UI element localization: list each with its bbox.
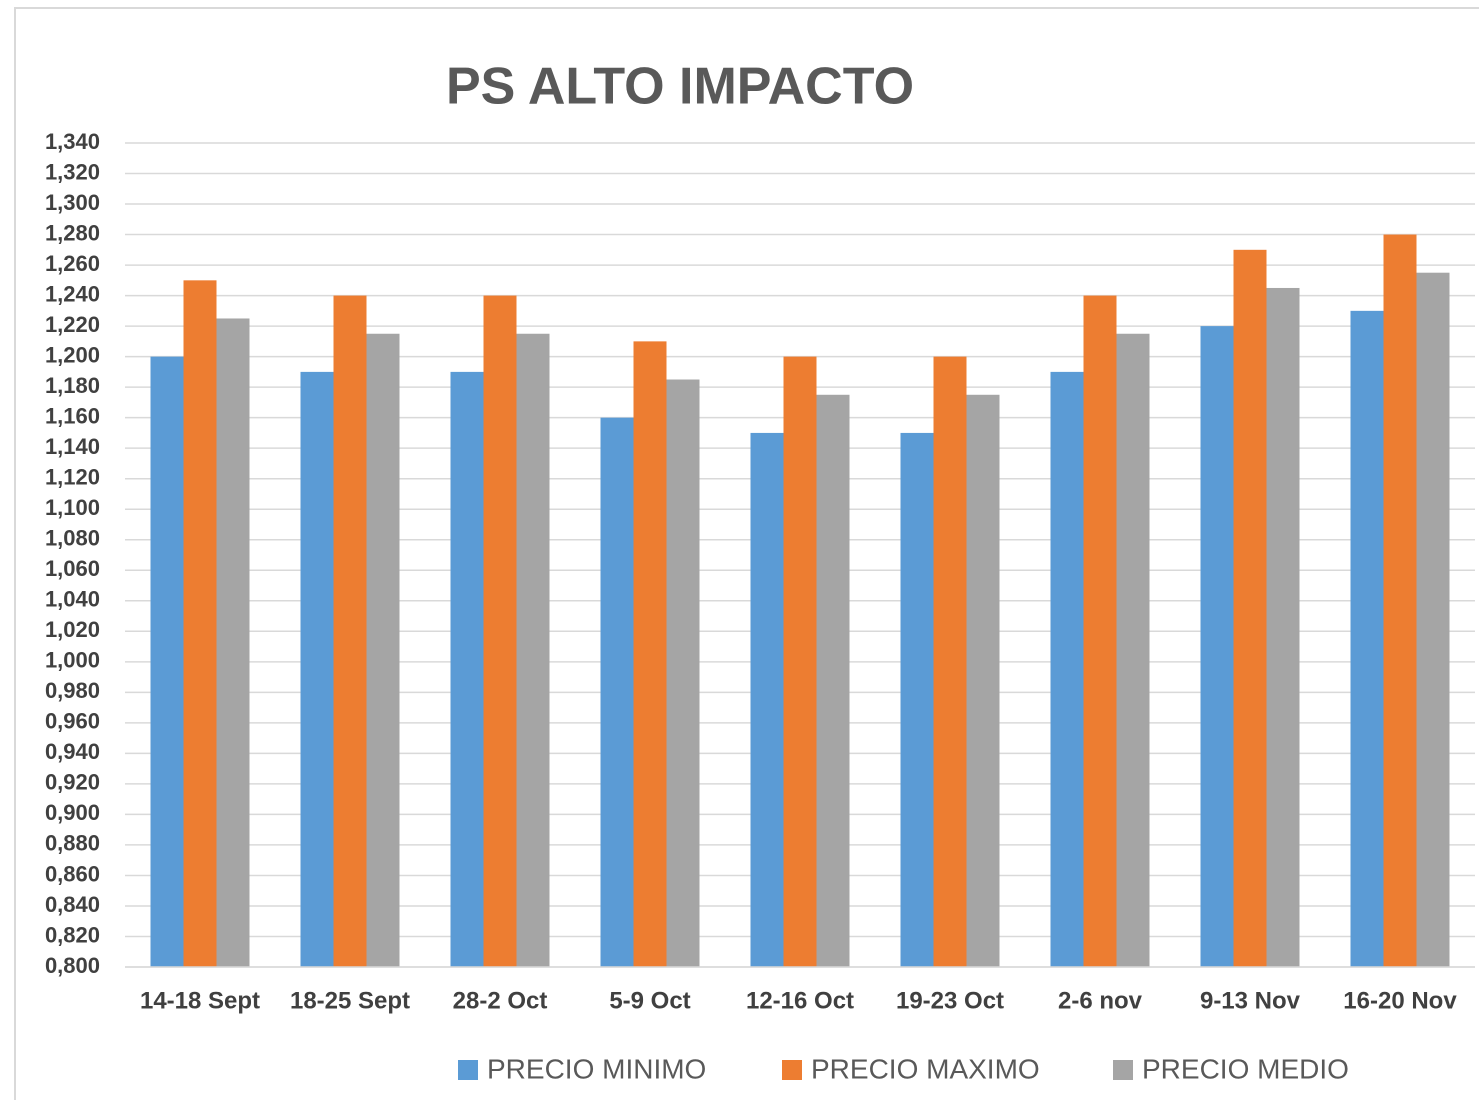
bar — [816, 394, 850, 967]
bar — [666, 379, 700, 967]
bar — [966, 394, 1000, 967]
bar — [183, 280, 217, 967]
y-tick-label: 1,340 — [45, 129, 100, 154]
bar — [216, 318, 250, 968]
bar — [900, 432, 934, 968]
y-tick-label: 1,280 — [45, 220, 100, 245]
bar — [516, 333, 550, 968]
bar — [633, 341, 667, 967]
y-tick-label: 1,200 — [45, 342, 100, 367]
bar — [1116, 333, 1150, 968]
legend-swatch — [1113, 1060, 1133, 1080]
bar — [783, 356, 817, 967]
y-tick-label: 0,800 — [45, 953, 100, 978]
y-tick-label: 0,900 — [45, 800, 100, 825]
y-tick-label: 1,260 — [45, 251, 100, 276]
chart-title: PS ALTO IMPACTO — [446, 58, 914, 116]
bar — [1383, 234, 1417, 968]
x-tick-label: 18-25 Sept — [290, 987, 410, 1014]
y-tick-label: 1,000 — [45, 648, 100, 673]
bar — [483, 295, 517, 967]
y-tick-label: 1,220 — [45, 312, 100, 337]
legend-label: PRECIO MINIMO — [487, 1053, 706, 1084]
bar — [933, 356, 967, 967]
bar — [600, 417, 634, 968]
y-tick-label: 0,880 — [45, 831, 100, 856]
bar — [300, 371, 334, 967]
y-tick-label: 1,120 — [45, 465, 100, 490]
bar — [450, 371, 484, 967]
legend-label: PRECIO MEDIO — [1142, 1053, 1349, 1084]
legend-swatch — [458, 1060, 478, 1080]
y-tick-label: 1,060 — [45, 556, 100, 581]
x-tick-label: 28-2 Oct — [453, 987, 548, 1014]
x-tick-label: 5-9 Oct — [609, 987, 690, 1014]
y-tick-label: 1,300 — [45, 190, 100, 215]
bar — [366, 333, 400, 968]
y-tick-label: 1,100 — [45, 495, 100, 520]
bar — [1083, 295, 1117, 967]
y-tick-label: 0,940 — [45, 739, 100, 764]
y-tick-label: 1,240 — [45, 281, 100, 306]
bar — [1350, 310, 1384, 968]
x-tick-label: 16-20 Nov — [1343, 987, 1457, 1014]
y-tick-label: 1,180 — [45, 373, 100, 398]
legend-label: PRECIO MAXIMO — [811, 1053, 1040, 1084]
bar — [1050, 371, 1084, 967]
x-tick-label: 14-18 Sept — [140, 987, 260, 1014]
x-tick-label: 2-6 nov — [1058, 987, 1143, 1014]
y-tick-label: 1,140 — [45, 434, 100, 459]
x-tick-label: 9-13 Nov — [1200, 987, 1301, 1014]
y-tick-label: 1,020 — [45, 617, 100, 642]
y-tick-label: 0,820 — [45, 922, 100, 947]
bar — [1200, 326, 1234, 968]
y-tick-label: 1,160 — [45, 403, 100, 428]
y-tick-label: 1,320 — [45, 159, 100, 184]
y-tick-label: 0,920 — [45, 770, 100, 795]
bar — [150, 356, 184, 967]
legend-swatch — [782, 1060, 802, 1080]
bar — [1266, 287, 1300, 967]
bar — [750, 432, 784, 968]
x-tick-label: 12-16 Oct — [746, 987, 854, 1014]
bar — [1416, 272, 1450, 967]
x-tick-label: 19-23 Oct — [896, 987, 1004, 1014]
y-tick-label: 0,860 — [45, 861, 100, 886]
y-tick-label: 0,840 — [45, 892, 100, 917]
y-tick-label: 1,080 — [45, 526, 100, 551]
bar — [1233, 249, 1267, 967]
y-tick-label: 1,040 — [45, 587, 100, 612]
y-tick-label: 0,960 — [45, 709, 100, 734]
y-tick-label: 0,980 — [45, 678, 100, 703]
bar — [333, 295, 367, 967]
